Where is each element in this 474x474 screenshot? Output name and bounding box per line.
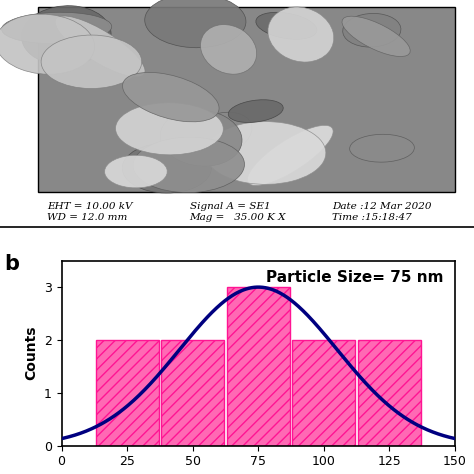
Ellipse shape	[342, 16, 410, 56]
Bar	[96, 340, 159, 446]
Text: EHT = 10.00 kV
WD = 12.0 mm: EHT = 10.00 kV WD = 12.0 mm	[47, 202, 133, 221]
Bar	[227, 287, 290, 446]
Ellipse shape	[0, 14, 94, 74]
Ellipse shape	[343, 13, 401, 47]
Ellipse shape	[1, 12, 112, 44]
Text: b: b	[5, 254, 20, 273]
Ellipse shape	[247, 125, 333, 185]
Ellipse shape	[228, 100, 283, 122]
Ellipse shape	[145, 0, 246, 48]
Ellipse shape	[123, 73, 219, 122]
Bar	[38, 8, 455, 192]
Bar	[358, 340, 421, 446]
Ellipse shape	[105, 155, 167, 188]
Bar	[292, 340, 356, 446]
Ellipse shape	[122, 143, 211, 193]
Y-axis label: Counts: Counts	[24, 326, 38, 380]
Ellipse shape	[268, 7, 334, 62]
Ellipse shape	[116, 103, 223, 155]
Text: Signal A = SE1
Mag =   35.00 K X: Signal A = SE1 Mag = 35.00 K X	[190, 202, 286, 221]
Ellipse shape	[22, 6, 111, 65]
Text: Date :12 Mar 2020
Time :15:18:47: Date :12 Mar 2020 Time :15:18:47	[332, 202, 431, 221]
Ellipse shape	[185, 112, 252, 157]
Ellipse shape	[55, 16, 145, 77]
Bar	[161, 340, 224, 446]
Text: Particle Size= 75 nm: Particle Size= 75 nm	[266, 270, 443, 285]
Ellipse shape	[133, 137, 245, 192]
Ellipse shape	[160, 110, 242, 166]
Ellipse shape	[41, 35, 142, 89]
Ellipse shape	[256, 12, 317, 39]
Ellipse shape	[350, 134, 414, 162]
Ellipse shape	[205, 121, 326, 184]
Ellipse shape	[201, 25, 256, 74]
